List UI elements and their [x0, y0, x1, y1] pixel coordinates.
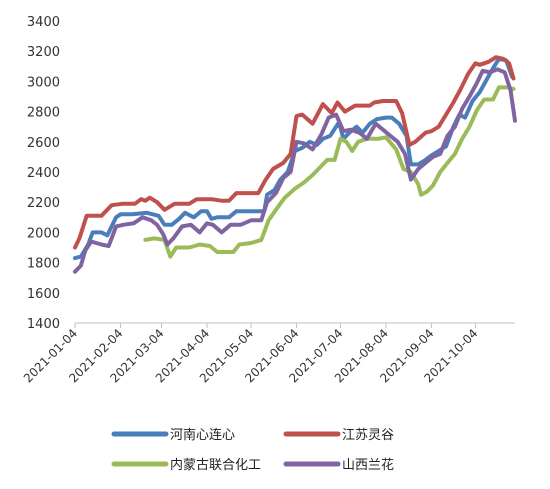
y-axis: 1400 1600 1800 2000 2200 2400 2600 2800 3000 3200…: [27, 15, 60, 332]
y-tick-label: 2200: [27, 196, 60, 211]
x-axis: 2021-01-042021-02-042021-03-042021-04-04…: [21, 322, 515, 385]
series-line-1: [73, 55, 516, 250]
legend-label: 江苏灵谷: [342, 427, 394, 443]
y-tick-label: 3200: [27, 45, 60, 60]
y-tick-label: 2800: [27, 106, 60, 121]
y-tick-label: 1400: [27, 317, 60, 332]
y-tick-label: 2600: [27, 136, 60, 151]
legend-label: 内蒙古联合化工: [170, 457, 261, 473]
legend-label: 河南心连心: [170, 427, 235, 443]
series-line-2: [143, 85, 516, 259]
y-tick-label: 2400: [27, 166, 60, 181]
series-lines: [73, 55, 517, 274]
y-tick-label: 1600: [27, 287, 60, 302]
series-line-0: [73, 56, 515, 261]
y-tick-label: 3000: [27, 75, 60, 90]
y-tick-label: 1800: [27, 257, 60, 272]
y-tick-label: 3400: [27, 15, 60, 30]
series-line-3: [73, 67, 517, 274]
legend-label: 山西兰花: [342, 457, 394, 473]
y-tick-label: 2000: [27, 226, 60, 241]
